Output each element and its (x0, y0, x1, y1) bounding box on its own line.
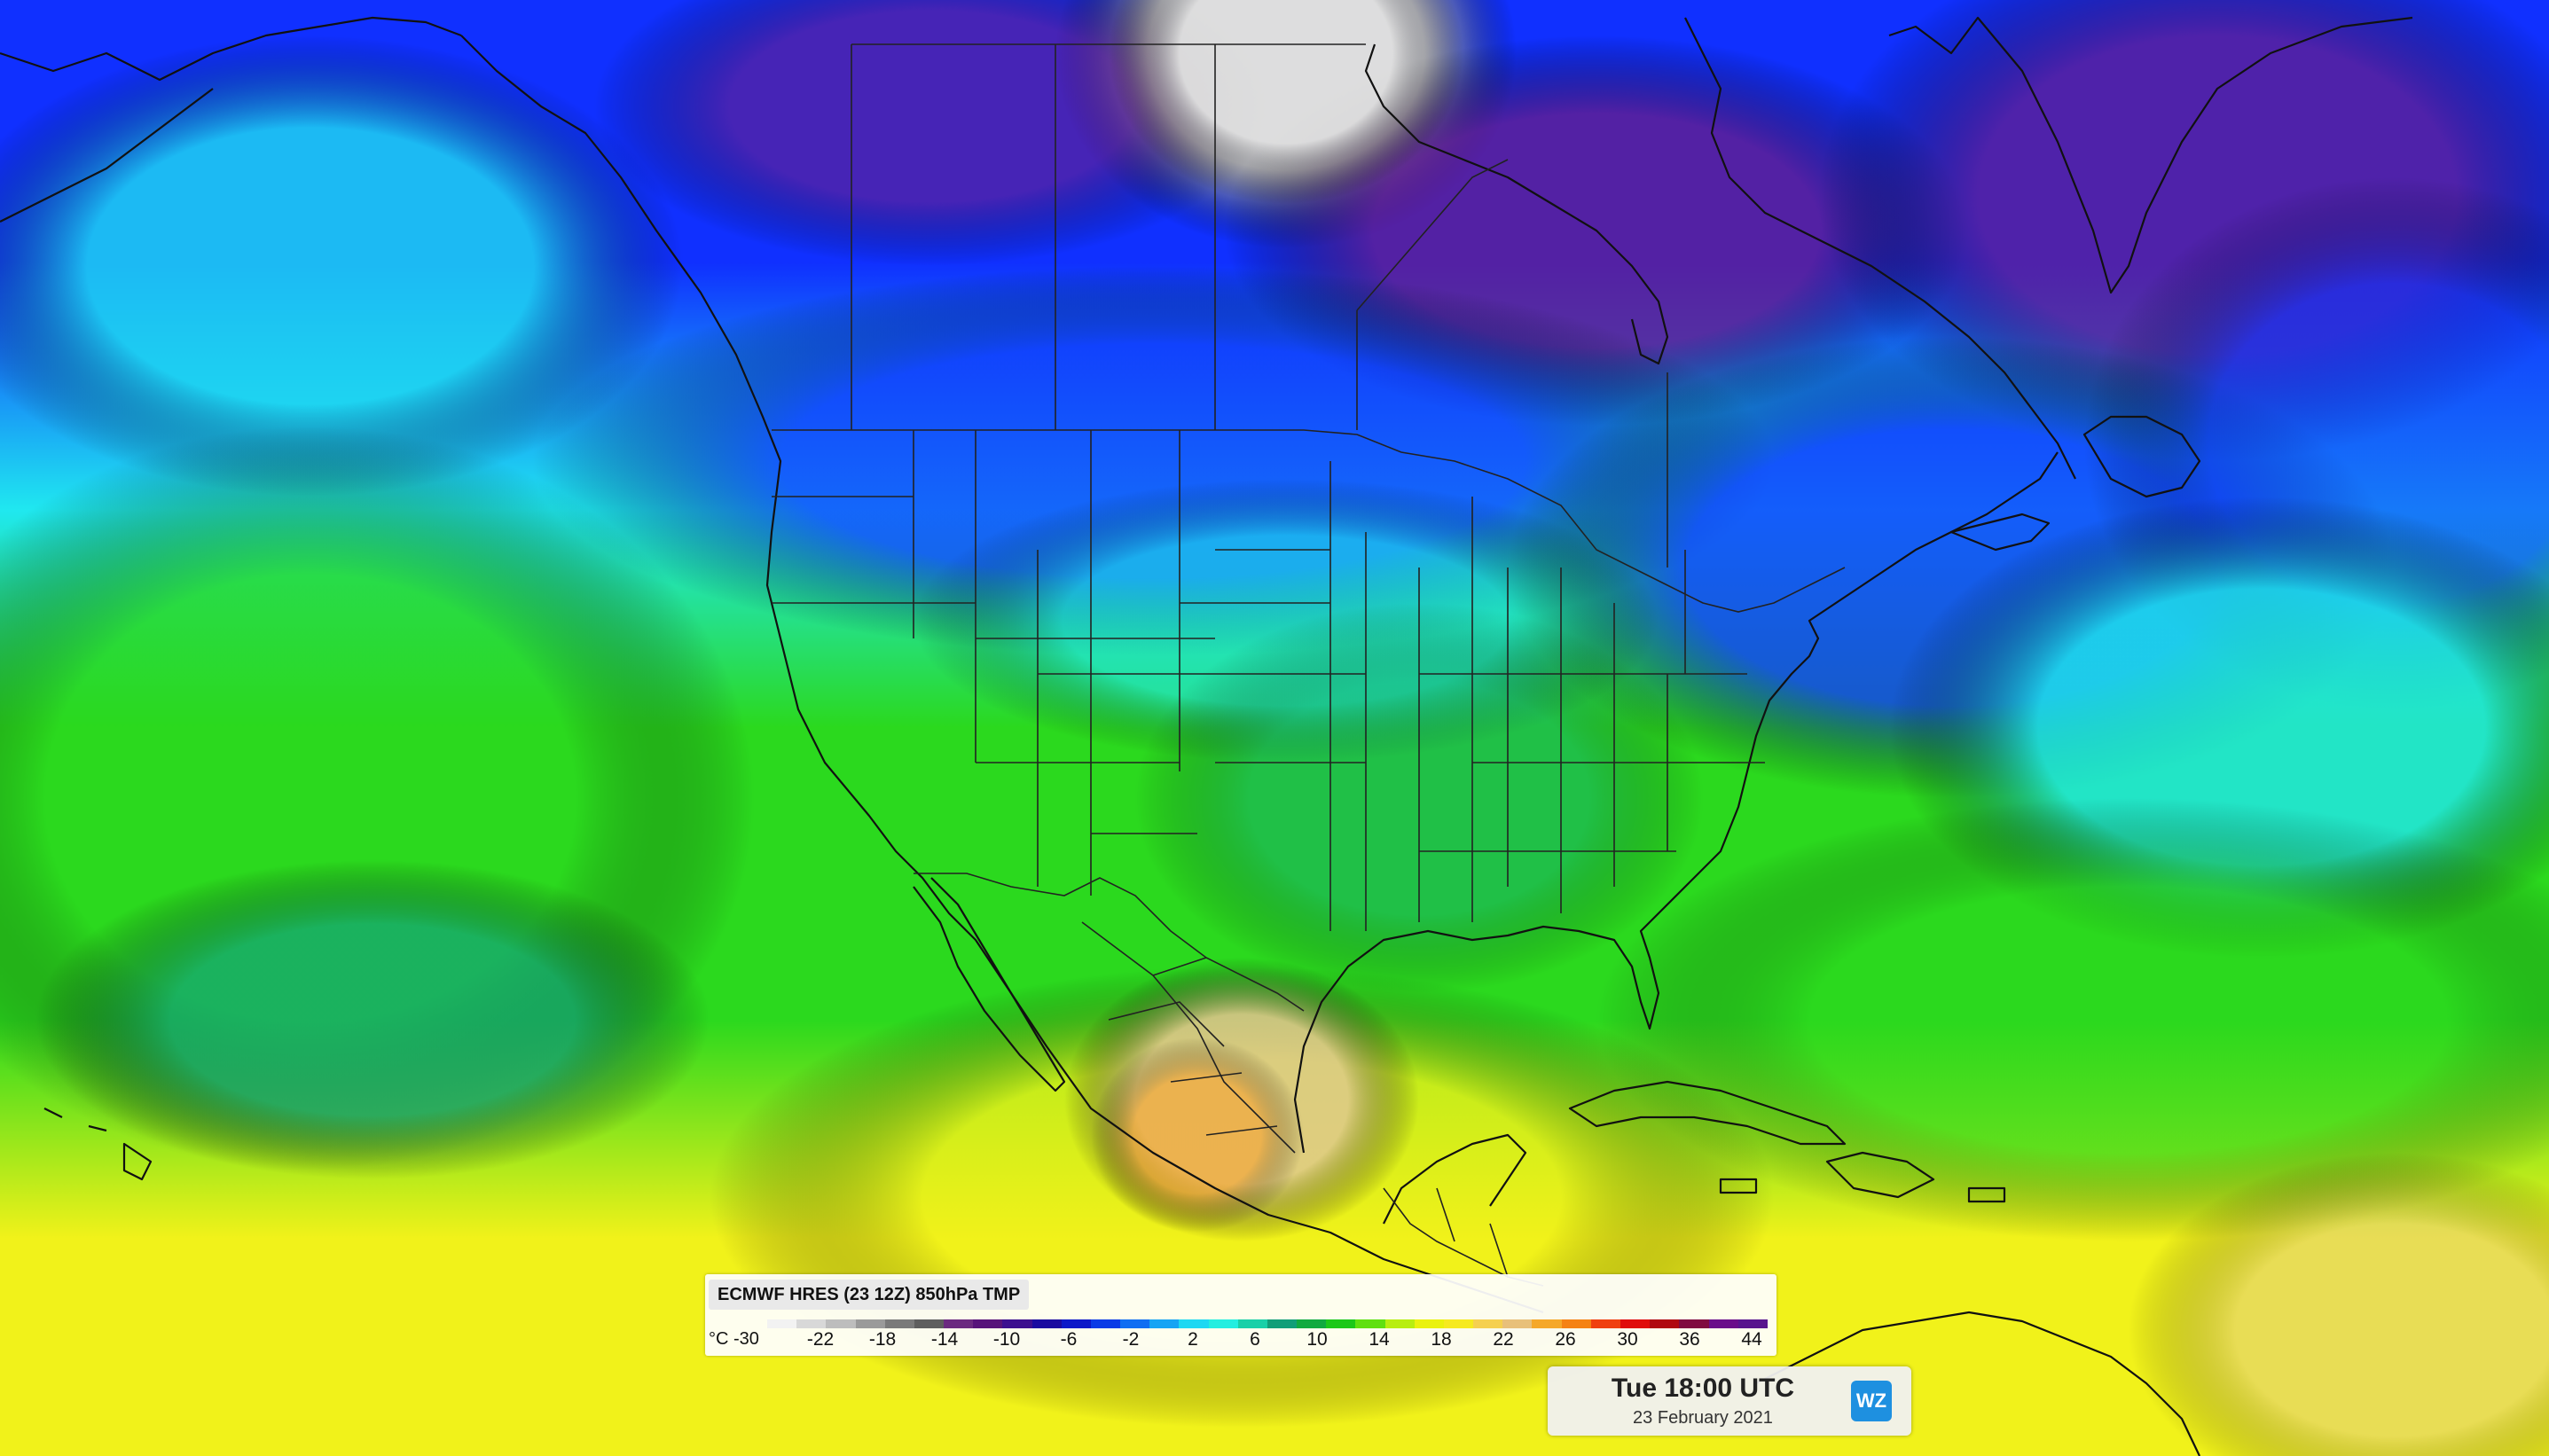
legend-swatch (1031, 1319, 1062, 1328)
coastline-cuba (1568, 1080, 1847, 1146)
coastline-aleutians (0, 88, 214, 223)
legend-tick: -2 (1122, 1329, 1140, 1350)
coastline-greenland (1888, 16, 2413, 294)
border-mexico-states (1081, 921, 1296, 1154)
legend-tick: 22 (1493, 1329, 1514, 1350)
legend-swatch (1620, 1319, 1651, 1328)
legend-tick: -6 (1060, 1329, 1078, 1350)
border-us-mexico (914, 873, 1305, 1012)
timestamp-panel: Tue 18:00 UTC 23 February 2021 WZ (1548, 1366, 1911, 1436)
legend-tick: 14 (1369, 1329, 1390, 1350)
coastline-alaska (0, 16, 462, 82)
legend-tick: 36 (1679, 1329, 1700, 1350)
legend-panel: ECMWF HRES (23 12Z) 850hPa TMP °C -30 -2… (705, 1274, 1776, 1356)
legend-swatch (1384, 1319, 1415, 1328)
legend-tick: -10 (992, 1329, 1021, 1350)
legend-swatch (767, 1319, 797, 1328)
coastline-west (460, 35, 1544, 1314)
legend-swatch (1326, 1319, 1356, 1328)
legend-swatch (1208, 1319, 1238, 1328)
forecast-time: Tue 18:00 UTC (1611, 1374, 1795, 1403)
coastline-yucatan (1383, 1133, 1527, 1225)
legend-swatch (796, 1319, 827, 1328)
legend-tick: -14 (930, 1329, 959, 1350)
weatherzone-logo-icon[interactable]: WZ (1851, 1381, 1892, 1421)
coastline-south-america (1755, 1311, 2200, 1456)
legend-unit: °C -30 (709, 1329, 759, 1350)
legend-tick: -22 (806, 1329, 835, 1350)
coastline-newfoundland (2082, 415, 2201, 498)
coastline-hudson (1364, 43, 1669, 365)
border-us-canada (772, 429, 1846, 613)
legend-color-bar (767, 1319, 1768, 1328)
legend-tick: -18 (868, 1329, 897, 1350)
coastline-baja (913, 877, 1066, 1092)
legend-swatch (1737, 1319, 1768, 1328)
border-canada-provinces (851, 44, 1668, 568)
legend-swatch (1708, 1319, 1738, 1328)
legend-swatch (1502, 1319, 1533, 1328)
legend-tick: 30 (1617, 1329, 1638, 1350)
coastline-labrador (1684, 17, 2076, 480)
legend-tick: 2 (1188, 1329, 1198, 1350)
coastline-hawaii (43, 1108, 153, 1181)
legend-min-label: -30 (733, 1329, 759, 1349)
legend-swatch (1561, 1319, 1591, 1328)
legend-swatch (1679, 1319, 1709, 1328)
legend-swatch (1002, 1319, 1032, 1328)
legend-title: ECMWF HRES (23 12Z) 850hPa TMP (709, 1280, 1030, 1310)
legend-swatch (1414, 1319, 1444, 1328)
legend-swatch (884, 1319, 914, 1328)
legend-swatch (914, 1319, 945, 1328)
legend-swatch (1650, 1319, 1680, 1328)
legend-tick-labels: -22 -18 -14 -10 -6 -2 2 6 10 14 18 22 26 30 36 44 (705, 1329, 1776, 1350)
legend-tick: 10 (1306, 1329, 1328, 1350)
legend-swatch (1590, 1319, 1620, 1328)
legend-swatch (944, 1319, 974, 1328)
legend-swatch (1355, 1319, 1385, 1328)
coastline-jamaica (1719, 1178, 1758, 1194)
legend-swatch (1473, 1319, 1503, 1328)
legend-swatch (973, 1319, 1003, 1328)
legend-tick: 18 (1431, 1329, 1452, 1350)
coastline-nova-scotia (1949, 513, 2051, 552)
legend-swatch (1179, 1319, 1209, 1328)
border-us-states (772, 430, 1765, 931)
legend-swatch (1443, 1319, 1474, 1328)
legend-swatch (1237, 1319, 1267, 1328)
coastline-puerto-rico (1967, 1186, 2006, 1203)
legend-swatch (1297, 1319, 1327, 1328)
legend-unit-label: °C (709, 1329, 729, 1349)
legend-tick: 6 (1250, 1329, 1260, 1350)
legend-swatch (1532, 1319, 1562, 1328)
legend-swatch (1120, 1319, 1150, 1328)
legend-swatch (1061, 1319, 1091, 1328)
legend-swatch (855, 1319, 885, 1328)
border-central-america (1383, 1187, 1544, 1287)
legend-swatch (1149, 1319, 1180, 1328)
forecast-date: 23 February 2021 (1633, 1408, 1773, 1428)
legend-swatch (1267, 1319, 1298, 1328)
legend-tick: 26 (1555, 1329, 1576, 1350)
legend-swatch (1090, 1319, 1121, 1328)
coastline-gulf (1293, 451, 2059, 1154)
legend-swatch (826, 1319, 856, 1328)
legend-tick: 44 (1741, 1329, 1762, 1350)
coastline-hispaniola (1825, 1151, 1935, 1199)
